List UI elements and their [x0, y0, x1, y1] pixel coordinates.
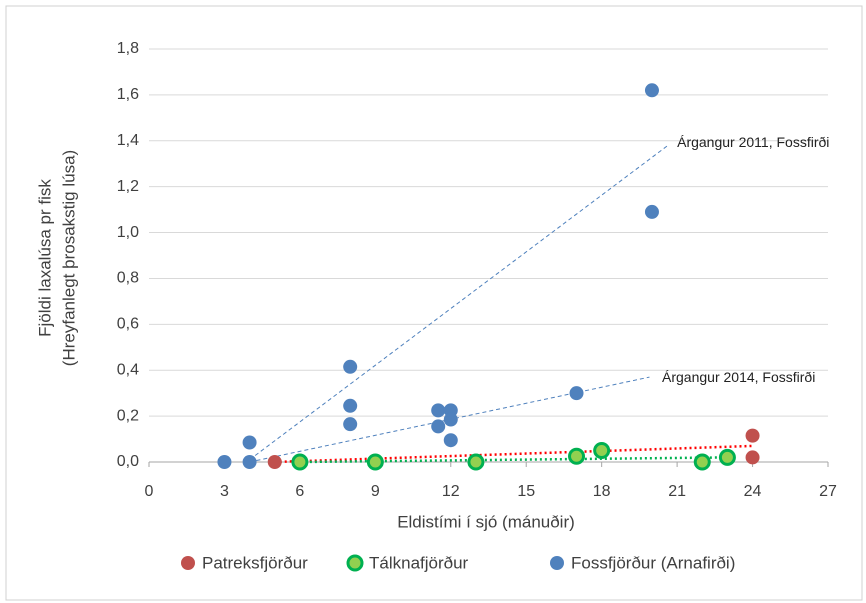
data-point: [443, 412, 458, 427]
x-tick-label: 21: [668, 483, 686, 500]
x-tick-label: 27: [819, 483, 837, 500]
legend-marker: [550, 556, 564, 570]
data-point: [593, 442, 611, 460]
data-point: [568, 447, 586, 465]
data-point: [745, 450, 760, 465]
data-point: [217, 455, 232, 469]
data-point: [431, 419, 446, 434]
x-axis-label: Eldistími í sjó (mánuðir): [397, 512, 575, 531]
data-point: [569, 386, 584, 401]
data-point: [291, 453, 309, 471]
x-tick-label: 18: [593, 483, 611, 500]
y-axis-label: Fjöldi laxalúsa pr fisk: [35, 179, 54, 337]
data-point: [242, 455, 257, 469]
data-point: [693, 453, 711, 471]
x-tick-label: 15: [517, 483, 535, 500]
legend-label: Fossfjörður (Arnafirði): [571, 553, 735, 572]
x-tick-label: 6: [295, 483, 304, 500]
y-tick-label: 1,8: [117, 40, 139, 57]
x-tick-label: 3: [220, 483, 229, 500]
y-tick-label: 0,2: [117, 407, 139, 424]
y-tick-label: 1,2: [117, 178, 139, 195]
legend-label: Tálknafjörður: [369, 553, 469, 572]
y-tick-label: 1,6: [117, 86, 139, 103]
data-point: [443, 433, 458, 448]
data-point: [644, 204, 659, 219]
annotation: Árgangur 2011, Fossfirði: [677, 134, 829, 150]
y-axis-label: (Hreyfanlegt þrosakstig lúsa): [59, 150, 78, 366]
data-point: [467, 453, 485, 471]
data-point: [644, 83, 659, 98]
data-point: [366, 453, 384, 471]
y-tick-label: 1,0: [117, 224, 139, 241]
legend-label: Patreksfjörður: [202, 553, 308, 572]
y-tick-label: 0,6: [117, 316, 139, 333]
x-tick-label: 12: [442, 483, 460, 500]
data-point: [745, 428, 760, 443]
annotation: Árgangur 2014, Fossfirði: [662, 369, 815, 385]
data-point: [343, 359, 358, 374]
legend-marker: [181, 556, 195, 570]
y-tick-label: 0,0: [117, 453, 139, 470]
y-tick-label: 0,8: [117, 270, 139, 287]
y-tick-label: 0,4: [117, 361, 139, 378]
legend-marker: [346, 554, 364, 572]
data-point: [343, 398, 358, 413]
data-point: [267, 455, 282, 469]
chart-frame: [5, 5, 863, 601]
data-point: [242, 435, 257, 450]
data-point: [343, 417, 358, 432]
x-tick-label: 0: [145, 483, 154, 500]
x-tick-label: 9: [371, 483, 380, 500]
data-point: [431, 403, 446, 418]
data-point: [718, 448, 736, 466]
trendline: [249, 145, 668, 461]
x-tick-label: 24: [744, 483, 762, 500]
y-tick-label: 1,4: [117, 132, 139, 149]
